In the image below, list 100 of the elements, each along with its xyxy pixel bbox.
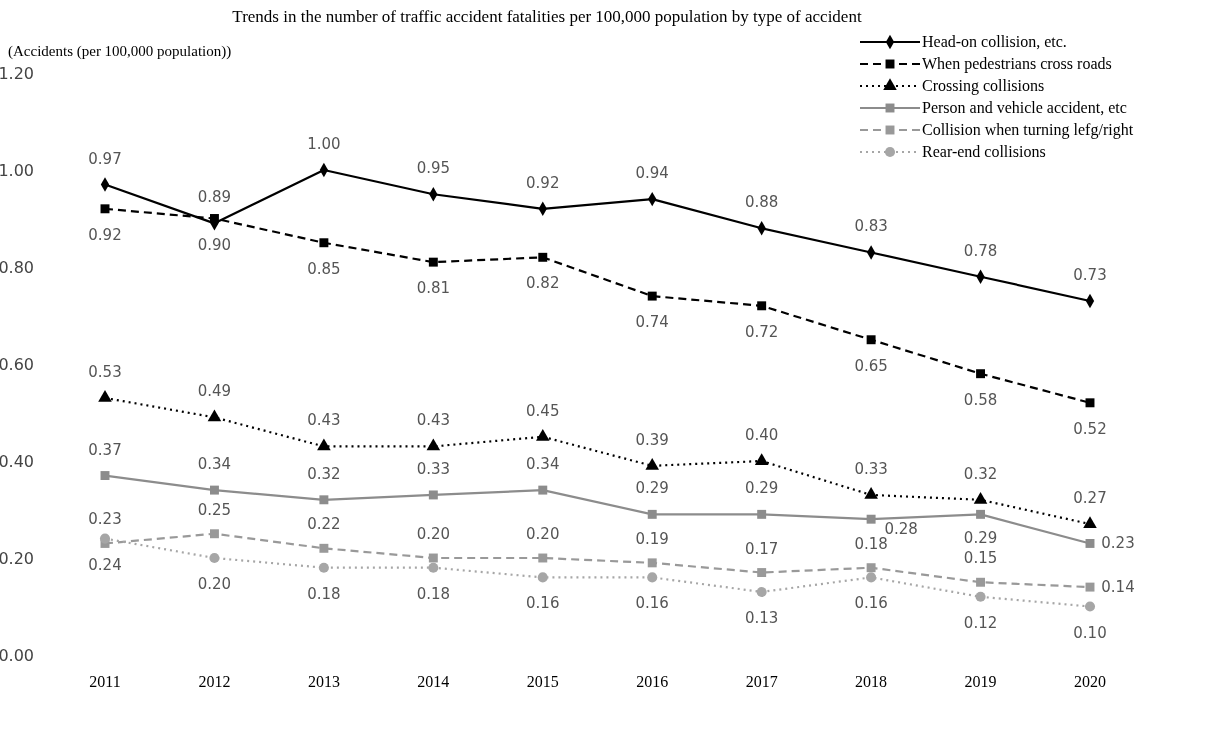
data-label: 0.74 [635,313,669,332]
x-tick-label: 2018 [855,673,888,690]
point [209,529,219,539]
x-tick-label: 2019 [964,673,997,690]
point [98,390,112,402]
point [319,495,329,505]
data-label: 0.23 [1101,534,1135,553]
data-label: 0.97 [88,149,122,168]
point [756,586,767,597]
x-tick-label: 2013 [307,673,340,690]
data-label: 0.16 [854,594,888,613]
point [209,552,220,564]
point [976,509,986,519]
y-tick-label: 0.20 [0,549,34,568]
x-tick-label: 2015 [526,673,559,690]
data-label: 0.32 [963,464,998,483]
data-label: 0.37 [88,440,122,459]
y-tick-label: 0.00 [0,646,34,665]
data-label: 0.34 [197,455,232,474]
data-label: 0.20 [526,525,560,543]
data-label: 0.16 [526,594,560,613]
point [318,562,329,573]
data-label: 0.32 [307,464,341,483]
point [757,509,767,519]
y-tick-label: 0.60 [0,355,34,374]
point [1085,398,1095,408]
data-label: 0.94 [635,164,669,183]
data-label: 0.92 [88,225,122,244]
point [976,577,986,587]
point [428,553,438,563]
data-label: 0.43 [307,411,341,430]
data-label: 0.85 [307,259,341,278]
data-label: 0.18 [416,584,451,603]
data-label: 0.22 [307,515,341,534]
data-label: 0.24 [88,555,122,574]
data-label: 0.29 [635,479,669,498]
point [647,509,657,519]
legend-label: Head-on collision, etc. [922,33,1067,50]
point [1083,516,1097,528]
chart-title: Trends in the number of traffic accident fatalities per 100,000 population by type of accident [232,7,862,26]
y-tick-label: 1.20 [0,64,34,83]
legend-label: Rear-end collisions [922,143,1046,160]
point [428,490,438,500]
x-tick-label: 2017 [745,673,778,690]
data-label: 0.18 [854,534,888,553]
point [975,591,986,602]
point [647,572,658,583]
data-label: 0.12 [963,613,998,632]
data-label: 0.15 [963,549,998,568]
data-label: 0.89 [197,188,232,207]
point [538,252,548,262]
data-label: 0.73 [1073,265,1107,284]
data-label: 0.40 [744,426,779,444]
point [535,428,550,441]
point [209,485,219,495]
point [973,491,988,504]
point [647,291,657,301]
x-tick-label: 2012 [198,673,231,690]
legend-label: Person and vehicle accident, etc [922,99,1127,116]
data-label: 0.25 [197,500,232,519]
data-label: 0.20 [197,575,232,593]
point [428,257,438,267]
x-tick-label: 2014 [417,673,450,690]
data-label: 0.13 [744,608,779,627]
data-label: 0.43 [416,411,451,430]
data-label: 0.95 [416,159,451,178]
data-label: 0.81 [416,279,451,298]
data-label: 0.88 [744,193,779,212]
data-label: 0.58 [963,390,998,409]
point [757,301,767,311]
data-label: 0.16 [635,594,669,613]
data-label: 0.82 [526,274,560,293]
data-label: 0.29 [744,479,779,498]
point [538,485,548,495]
point [100,471,110,481]
legend-label: When pedestrians cross roads [922,55,1112,73]
data-label: 0.45 [526,401,560,420]
point [976,369,986,379]
data-label: 0.23 [88,510,122,529]
point [428,562,439,573]
legend-label: Crossing collisions [922,77,1045,95]
data-label: 0.78 [963,241,998,260]
data-label: 0.34 [526,455,560,474]
point [100,204,110,214]
point [1085,582,1095,592]
x-tick-label: 2011 [89,673,121,690]
x-tick-label: 2020 [1074,673,1106,690]
point [319,238,329,248]
y-tick-label: 0.40 [0,452,34,471]
x-tick-label: 2016 [636,673,669,690]
y-tick-label: 0.80 [0,258,34,277]
data-label: 0.52 [1073,419,1107,438]
data-label: 0.49 [197,382,232,401]
data-label: 0.92 [526,173,560,192]
point [754,453,769,465]
point [757,568,767,578]
legend-label: Collision when turning lefg/right [922,121,1134,139]
point [209,214,219,223]
point [866,335,876,345]
data-label: 0.20 [416,525,451,543]
